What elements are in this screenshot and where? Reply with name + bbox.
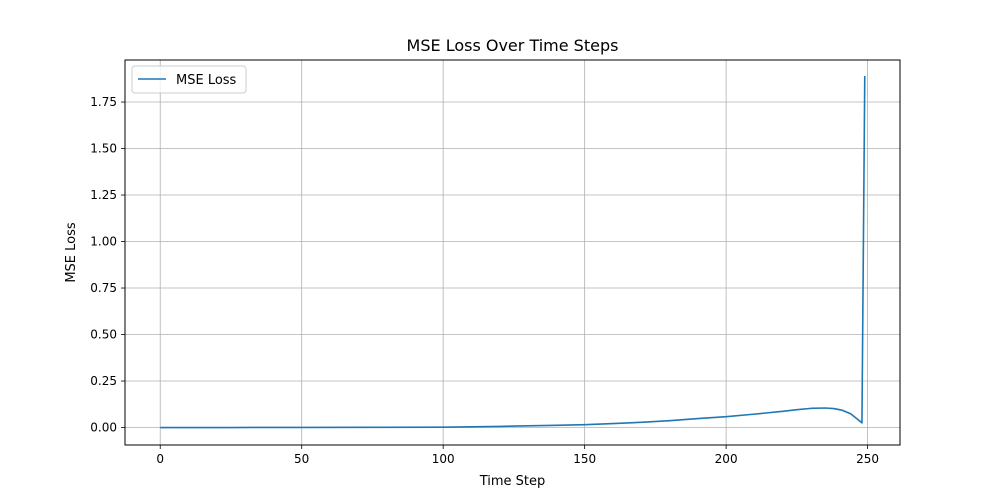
plot-frame [124, 59, 901, 446]
x-tick-label: 200 [715, 452, 738, 466]
x-axis-label: Time Step [479, 474, 546, 489]
legend: MSE Loss [131, 65, 247, 94]
x-tick-label: 250 [856, 452, 879, 466]
legend-box [131, 65, 247, 94]
legend-label-mse-loss: MSE Loss [176, 73, 237, 88]
y-tick-label: 1.75 [90, 95, 117, 109]
series-layer [160, 75, 866, 429]
x-tick-label: 50 [294, 452, 309, 466]
y-tick-label: 0.00 [90, 421, 117, 435]
y-tick-label: 0.50 [90, 328, 117, 342]
y-tick-label: 0.25 [90, 374, 117, 388]
y-tick-label: 0.75 [90, 281, 117, 295]
chart-title: MSE Loss Over Time Steps [407, 36, 619, 55]
grid [125, 60, 900, 445]
x-tick-label: 0 [156, 452, 164, 466]
y-tick-label: 1.25 [90, 188, 117, 202]
x-tick-label: 100 [432, 452, 455, 466]
y-axis-label: MSE Loss [64, 222, 79, 283]
x-tick-label: 150 [573, 452, 596, 466]
ticks: 0 50 100 150 200 250 0.00 0.25 0.50 0.75 1.00 1.25 1… [90, 95, 879, 466]
y-tick-label: 1.50 [90, 142, 117, 156]
y-tick-label: 1.00 [90, 235, 117, 249]
series-line-mse-loss [160, 75, 866, 429]
